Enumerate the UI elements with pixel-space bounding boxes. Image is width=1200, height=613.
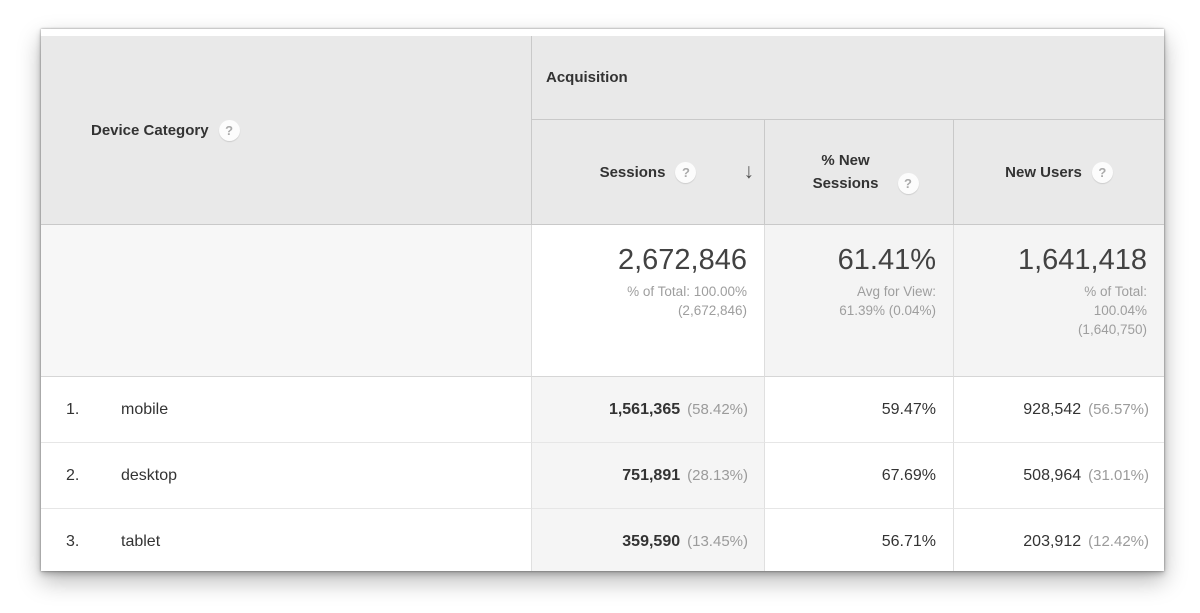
table-row-device-cell: 3. tablet	[41, 509, 531, 571]
dimension-header-label: Device Category	[91, 121, 209, 139]
help-icon[interactable]: ?	[675, 161, 697, 183]
sort-descending-icon[interactable]: ↓	[743, 160, 755, 183]
new-users-percent: (31.01%)	[1088, 467, 1149, 484]
new-users-percent: (12.42%)	[1088, 533, 1149, 550]
summary-percent-new-sessions-cell: 61.41% Avg for View: 61.39% (0.04%)	[764, 225, 953, 377]
dimension-header-cell: Device Category ?	[41, 36, 531, 225]
sessions-header-label[interactable]: Sessions	[599, 163, 666, 181]
percent-new-sessions-total-subline: Avg for View:	[856, 284, 936, 299]
percent-new-sessions-value: 67.69%	[881, 466, 936, 484]
help-icon[interactable]: ?	[897, 172, 919, 194]
row-rank: 1.	[66, 400, 80, 418]
row-rank: 2.	[66, 466, 80, 484]
table-row-sessions-cell: 359,590 (13.45%)	[531, 509, 764, 571]
table-row-device-cell: 1. mobile	[41, 377, 531, 443]
percent-new-sessions-total-value: 61.41%	[837, 244, 936, 276]
table-row-new-users-cell: 928,542 (56.57%)	[953, 377, 1164, 443]
column-header-sessions[interactable]: Sessions ? ↓	[531, 120, 764, 225]
percent-new-sessions-total-subline: 61.39% (0.04%)	[839, 303, 936, 318]
help-icon[interactable]: ?	[1091, 161, 1113, 183]
sessions-percent: (13.45%)	[687, 533, 748, 550]
percent-new-sessions-value: 59.47%	[881, 400, 936, 418]
sessions-value: 1,561,365	[608, 400, 681, 418]
table-row-percent-new-sessions-cell: 59.47%	[764, 377, 953, 443]
table-row-new-users-cell: 508,964 (31.01%)	[953, 443, 1164, 509]
new-users-total-value: 1,641,418	[1017, 244, 1147, 276]
summary-dimension-cell	[41, 225, 531, 377]
percent-new-sessions-header-label[interactable]: % New Sessions	[812, 152, 879, 192]
new-users-value: 203,912	[1023, 532, 1082, 550]
acquisition-group-header: Acquisition	[531, 36, 1164, 120]
device-name: mobile	[121, 400, 169, 418]
new-users-total-subline: % of Total:	[1084, 284, 1147, 299]
sessions-total-subline: (2,672,846)	[677, 303, 747, 318]
new-users-total-subline: (1,640,750)	[1077, 322, 1147, 337]
table-row-percent-new-sessions-cell: 56.71%	[764, 509, 953, 571]
new-users-value: 928,542	[1023, 400, 1082, 418]
summary-new-users-cell: 1,641,418 % of Total: 100.04% (1,640,750…	[953, 225, 1164, 377]
percent-new-sessions-value: 56.71%	[881, 532, 936, 550]
sessions-value: 359,590	[622, 532, 681, 550]
table-row-sessions-cell: 751,891 (28.13%)	[531, 443, 764, 509]
column-header-new-users[interactable]: New Users ?	[953, 120, 1164, 225]
column-header-percent-new-sessions[interactable]: % New Sessions ?	[764, 120, 953, 225]
acquisition-group-label: Acquisition	[546, 69, 628, 86]
sessions-total-value: 2,672,846	[617, 244, 747, 276]
new-users-total-subline: 100.04%	[1093, 303, 1147, 318]
sessions-value: 751,891	[622, 466, 681, 484]
table-row-sessions-cell: 1,561,365 (58.42%)	[531, 377, 764, 443]
table-row-new-users-cell: 203,912 (12.42%)	[953, 509, 1164, 571]
device-name: tablet	[121, 532, 161, 550]
table-row-device-cell: 2. desktop	[41, 443, 531, 509]
device-category-table: Device Category ? Acquisition Sessions ?…	[41, 36, 1164, 571]
new-users-value: 508,964	[1023, 466, 1082, 484]
sessions-percent: (28.13%)	[687, 467, 748, 484]
summary-sessions-cell: 2,672,846 % of Total: 100.00% (2,672,846…	[531, 225, 764, 377]
table-row-percent-new-sessions-cell: 67.69%	[764, 443, 953, 509]
new-users-header-label[interactable]: New Users	[1005, 163, 1082, 181]
analytics-table-panel: Device Category ? Acquisition Sessions ?…	[41, 29, 1164, 571]
device-name: desktop	[121, 466, 178, 484]
sessions-total-subline: % of Total: 100.00%	[627, 284, 747, 299]
new-users-percent: (56.57%)	[1088, 401, 1149, 418]
sessions-percent: (58.42%)	[687, 401, 748, 418]
row-rank: 3.	[66, 532, 80, 550]
help-icon[interactable]: ?	[218, 119, 240, 141]
